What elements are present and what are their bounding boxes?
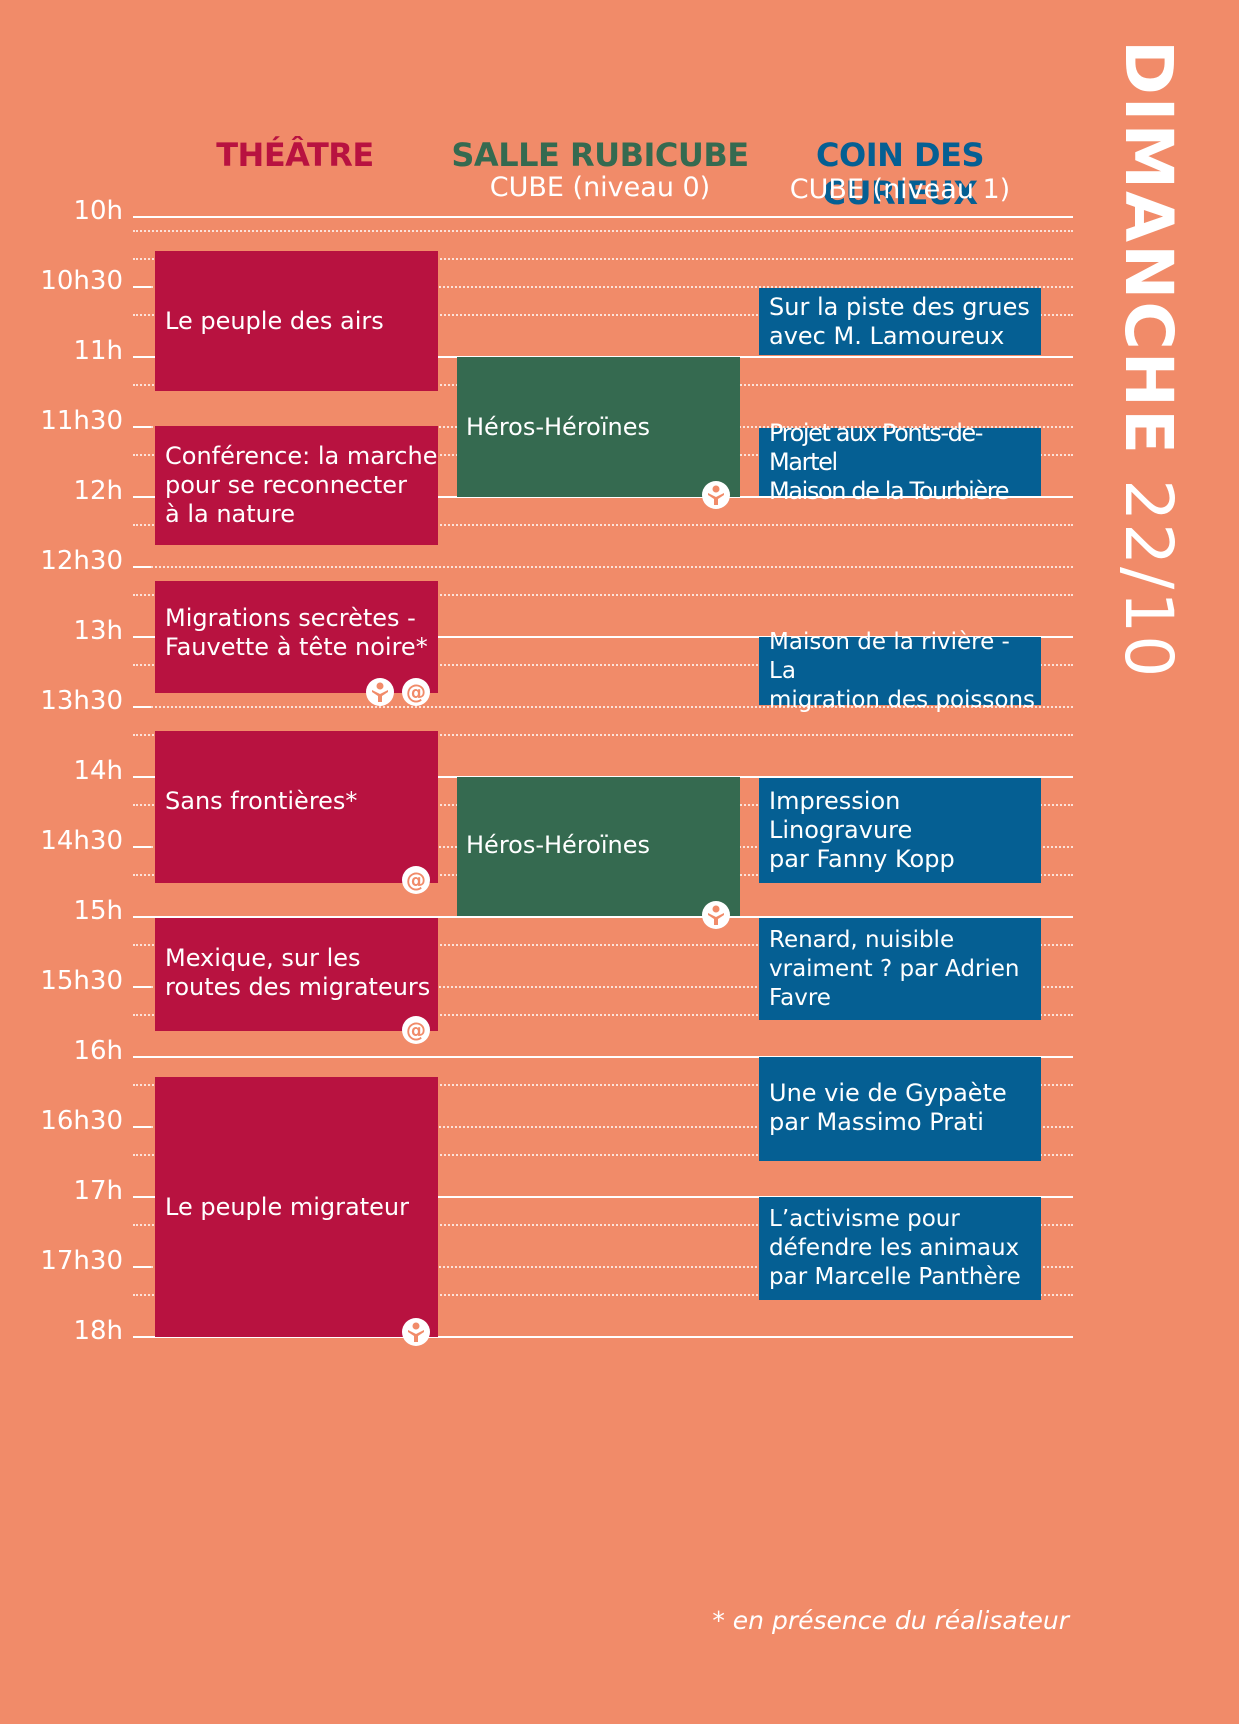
time-label: 18h (73, 1316, 123, 1346)
hour-line-16h (133, 1056, 1073, 1058)
family-icon (702, 481, 730, 509)
event-theatre-conference-marche[interactable]: Conférence: la marche pour se reconnecte… (155, 426, 438, 545)
dotted-line (133, 1294, 1073, 1296)
at-sign-icon: @ (402, 1016, 430, 1044)
at-sign-icon: @ (402, 866, 430, 894)
dotted-line (151, 566, 1073, 568)
dotted-line (151, 286, 1073, 288)
event-curieux-piste-des-grues[interactable]: Sur la piste des grues avec M. Lamoureux (759, 288, 1041, 355)
hour-line-18h (133, 1336, 1073, 1338)
event-curieux-linogravure[interactable]: Impression Linogravure par Fanny Kopp (759, 778, 1041, 883)
event-theatre-migrations-secretes[interactable]: Migrations secrètes - Fauvette à tête no… (155, 581, 438, 693)
event-rubicube-heros-heroines-2[interactable]: Héros-Héroïnes (457, 777, 740, 916)
time-label: 13h30 (40, 686, 123, 716)
dotted-line (151, 1266, 1073, 1268)
event-title: Renard, nuisible vraiment ? par Adrien F… (769, 926, 1020, 1011)
time-label: 11h (73, 336, 123, 366)
dotted-line (133, 230, 1073, 232)
event-theatre-mexique[interactable]: Mexique, sur les routes des migrateurs (155, 918, 438, 1031)
day-title: DIMANCHE 22/10 (1110, 40, 1187, 679)
tick-12h30 (133, 566, 151, 568)
event-title: Migrations secrètes - Fauvette à tête no… (165, 604, 428, 661)
time-label: 14h30 (40, 826, 123, 856)
event-theatre-le-peuple-des-airs[interactable]: Le peuple des airs (155, 251, 438, 391)
event-theatre-sans-frontieres[interactable]: Sans frontières* (155, 731, 438, 883)
tick-14h30 (133, 846, 151, 848)
event-title: Conférence: la marche pour se reconnecte… (165, 442, 438, 528)
at-sign-icon: @ (402, 678, 430, 706)
dotted-line (133, 524, 1073, 526)
event-title: Mexique, sur les routes des migrateurs (165, 944, 431, 1001)
column-subtitle-coin-des-curieux: CUBE (niveau 1) (789, 174, 1011, 205)
day-date: 22/10 (1110, 479, 1187, 680)
event-curieux-maison-de-la-riviere[interactable]: Maison de la rivière - La migration des … (759, 629, 1041, 713)
event-title: Une vie de Gypaète par Massimo Prati (769, 1079, 1007, 1136)
time-label: 16h30 (40, 1106, 123, 1136)
footnote: * en présence du réalisateur (712, 1606, 1069, 1635)
hour-line-10h (133, 216, 1073, 218)
tick-13h30 (133, 706, 151, 708)
event-theatre-le-peuple-migrateur[interactable]: Le peuple migrateur (155, 1077, 438, 1337)
column-subtitle-salle-rubicube: CUBE (niveau 0) (489, 172, 711, 203)
event-title: Le peuple des airs (165, 306, 384, 335)
dotted-line (133, 1014, 1073, 1016)
event-title: Sans frontières* (165, 787, 358, 815)
hour-line-12h (133, 496, 1073, 498)
dotted-line (133, 664, 1073, 666)
dotted-line (133, 944, 1073, 946)
tick-10h30 (133, 286, 151, 288)
dotted-line (151, 1126, 1073, 1128)
time-label: 11h30 (40, 406, 123, 436)
tick-11h30 (133, 426, 151, 428)
event-curieux-renard-nuisible[interactable]: Renard, nuisible vraiment ? par Adrien F… (759, 918, 1041, 1020)
dotted-line (133, 258, 1073, 260)
family-icon (366, 678, 394, 706)
event-title: L’activisme pour défendre les animaux pa… (769, 1206, 1021, 1290)
column-title-coin-des-curieux: COIN DES CURIEUX (816, 136, 984, 212)
column-title-salle-rubicube: SALLE RUBICUBE (451, 136, 749, 174)
time-label: 10h (73, 196, 123, 226)
time-label: 15h (73, 896, 123, 926)
event-title: Héros-Héroïnes (466, 413, 650, 441)
time-label: 12h30 (40, 546, 123, 576)
event-rubicube-heros-heroines-1[interactable]: Héros-Héroïnes (457, 357, 740, 497)
dotted-line (133, 1154, 1073, 1156)
time-label: 10h30 (40, 266, 123, 296)
event-title: Maison de la rivière - La migration des … (769, 628, 1036, 713)
time-label: 13h (73, 616, 123, 646)
dotted-line (133, 734, 1073, 736)
hour-line-17h (133, 1196, 1073, 1198)
hour-line-15h (133, 916, 1073, 918)
event-title: Impression Linogravure par Fanny Kopp (769, 787, 955, 873)
time-label: 14h (73, 756, 123, 786)
time-label: 16h (73, 1036, 123, 1066)
time-label: 15h30 (40, 966, 123, 996)
time-label: 17h (73, 1176, 123, 1206)
tick-16h30 (133, 1126, 151, 1128)
dotted-line (133, 1084, 1073, 1086)
time-label: 12h (73, 476, 123, 506)
time-label: 17h30 (40, 1246, 123, 1276)
dotted-line (133, 1224, 1073, 1226)
tick-15h30 (133, 986, 151, 988)
hour-line-13h (133, 636, 1073, 638)
event-title: Héros-Héroïnes (466, 831, 650, 859)
event-curieux-activisme[interactable]: L’activisme pour défendre les animaux pa… (759, 1197, 1041, 1300)
family-icon (402, 1318, 430, 1346)
event-curieux-ponts-de-martel[interactable]: Projet aux Ponts-de-Martel Maison de la … (759, 419, 1041, 505)
event-title: Sur la piste des grues avec M. Lamoureux (769, 292, 1030, 350)
dotted-line (133, 314, 1073, 316)
family-icon (702, 901, 730, 929)
event-title: Le peuple migrateur (165, 1192, 409, 1221)
tick-17h30 (133, 1266, 151, 1268)
column-title-theatre: THÉÂTRE (216, 136, 374, 174)
dotted-line (151, 706, 1073, 708)
event-curieux-gypaete[interactable]: Une vie de Gypaète par Massimo Prati (759, 1057, 1041, 1161)
dotted-line (133, 594, 1073, 596)
event-title: Projet aux Ponts-de-Martel Maison de la … (769, 418, 1009, 505)
dotted-line (151, 986, 1073, 988)
day-name: DIMANCHE (1110, 40, 1187, 457)
